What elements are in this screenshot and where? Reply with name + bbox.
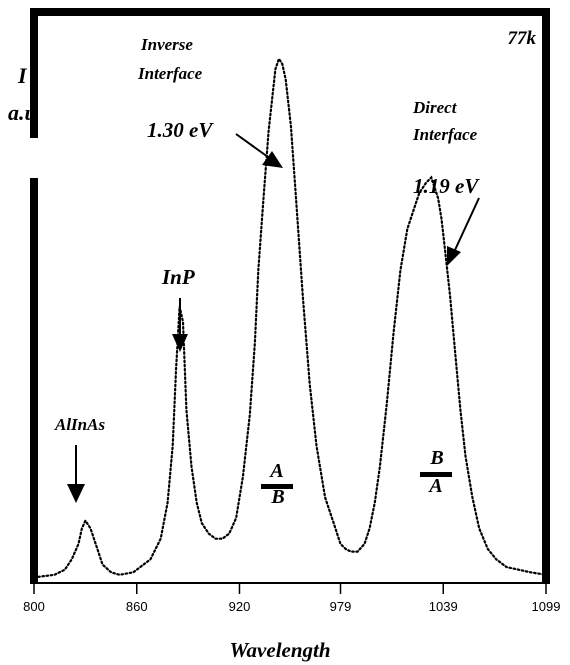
fraction-direct-bottom: A: [427, 475, 442, 497]
arrow-1-19-ev-head: [447, 246, 461, 266]
y-axis-label-line2: a.u: [8, 100, 37, 125]
annotation-direct: Direct: [412, 98, 458, 117]
annotation-inverse: Inverse: [140, 35, 193, 54]
arrow-inp-head: [172, 334, 188, 352]
x-tick-label: 800: [23, 599, 45, 614]
arrow-1-30-ev-shaft: [235, 133, 269, 158]
annotation-inverse-interface: Interface: [137, 64, 203, 83]
annotation-inp: InP: [161, 265, 195, 289]
fraction-inverse-bottom: B: [270, 486, 284, 508]
fraction-direct: B A: [420, 447, 452, 497]
spectrum-curve: [32, 56, 548, 579]
x-tick-label: 1099: [532, 599, 561, 614]
x-tick-label: 1039: [429, 599, 458, 614]
annotation-alinas: AlInAs: [54, 415, 105, 434]
frame-left-upper: [30, 8, 38, 138]
fraction-inverse: A B: [261, 460, 293, 508]
fraction-direct-top: B: [429, 447, 443, 469]
arrow-1-19-ev-shaft: [454, 197, 480, 251]
x-axis-label: Wavelength: [229, 638, 330, 662]
y-axis-label-line1: I: [17, 63, 28, 88]
annotation-direct-interface: Interface: [412, 125, 478, 144]
x-ticks: 800 860 920 979 1039 1099: [23, 583, 560, 614]
x-tick-label: 860: [126, 599, 148, 614]
temperature-label: 77k: [508, 28, 537, 49]
plot-frame: [30, 8, 550, 584]
fraction-inverse-top: A: [268, 460, 283, 482]
annotation-1-19-ev: 1.19 eV: [413, 174, 480, 198]
frame-left-lower: [30, 178, 38, 583]
annotation-1-30-ev: 1.30 eV: [147, 118, 214, 142]
x-tick-label: 979: [330, 599, 352, 614]
x-tick-label: 920: [229, 599, 251, 614]
fraction-direct-bar: [420, 472, 452, 477]
frame-top: [30, 8, 550, 16]
arrow-alinas-head: [67, 484, 85, 503]
arrow-1-30-ev-head: [262, 151, 283, 168]
fraction-inverse-bar: [261, 484, 293, 489]
frame-right: [542, 8, 550, 583]
arrows: [67, 133, 480, 503]
